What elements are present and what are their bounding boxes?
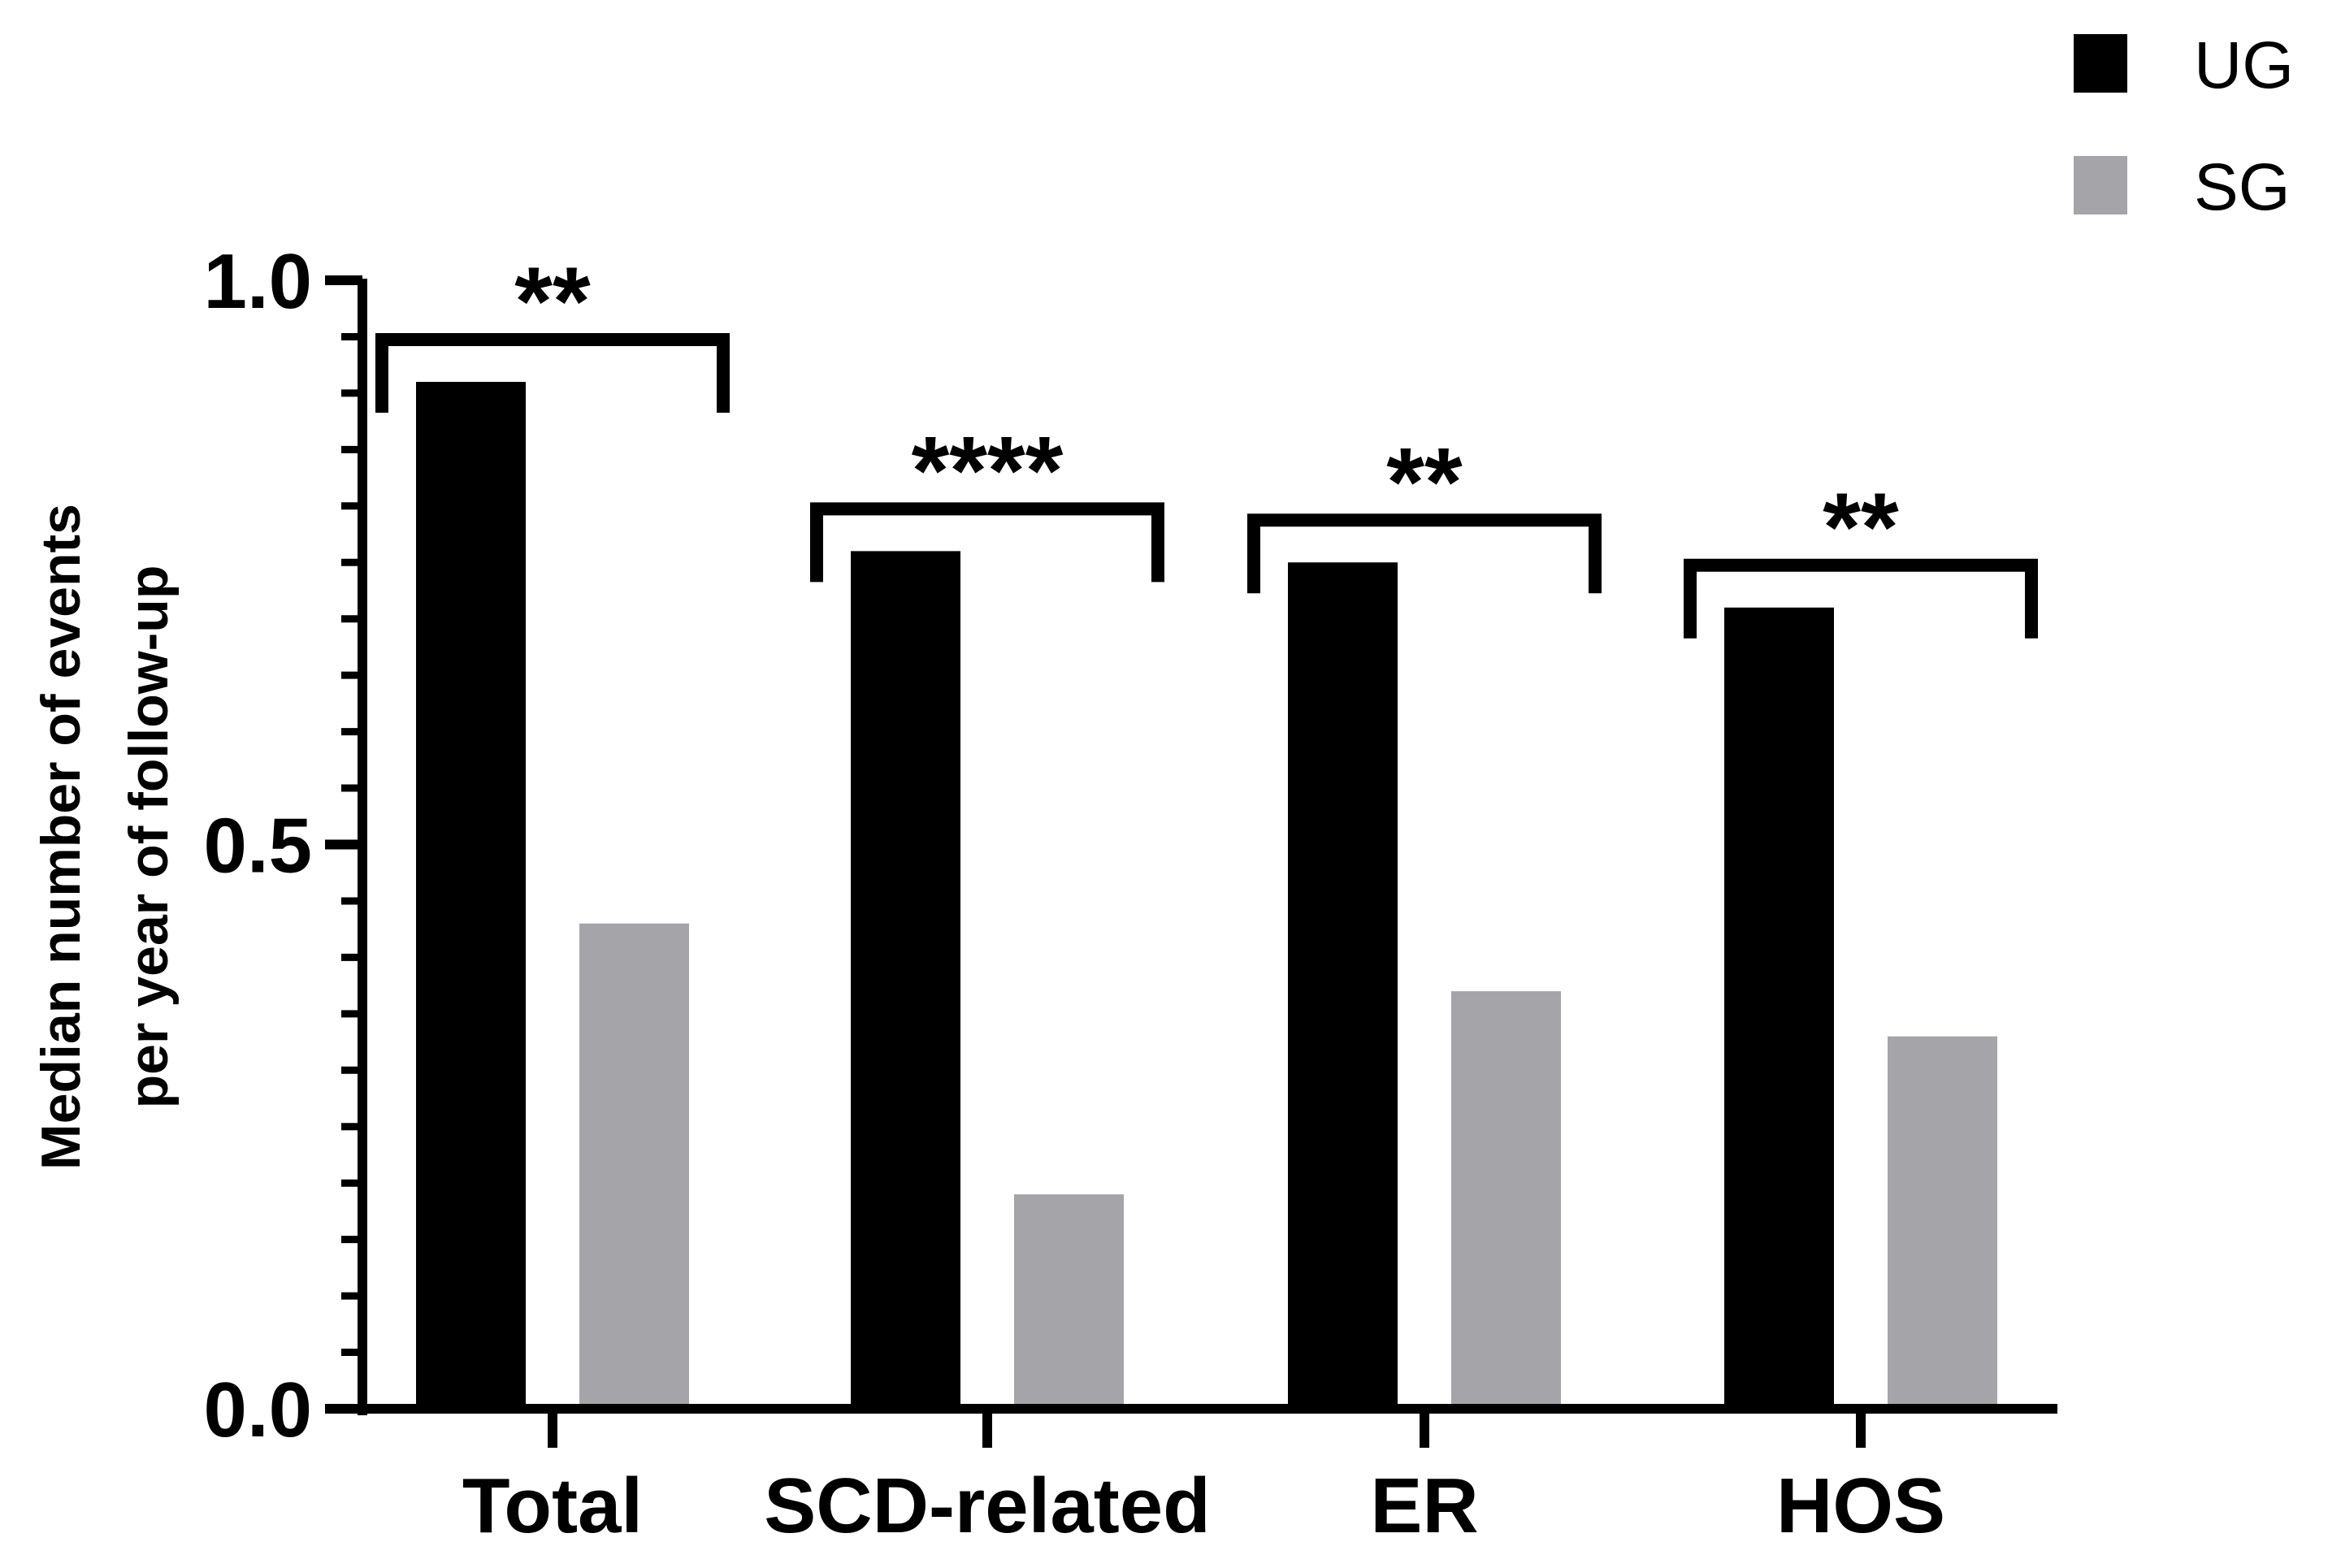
- bar-sg-total: [579, 923, 689, 1409]
- bar-ug-er: [1288, 562, 1398, 1409]
- bar-ug-scd-related: [851, 551, 960, 1409]
- x-tick-label-scd-related: SCD-related: [764, 1462, 1210, 1549]
- significance-bracket-scd-related: [810, 502, 1164, 583]
- significance-bracket-total: [375, 333, 730, 414]
- significance-label-scd-related: ****: [912, 416, 1064, 525]
- y-tick-label: 0.0: [204, 1367, 312, 1453]
- bars: [416, 382, 1997, 1409]
- bar-ug-hos: [1724, 607, 1834, 1409]
- x-tick-label-total: Total: [462, 1462, 643, 1549]
- significance-label-er: **: [1386, 427, 1463, 536]
- y-tick-label: 1.0: [204, 238, 312, 325]
- significance-brackets: ****** ** **: [375, 247, 2038, 639]
- legend-swatch-ug: [2074, 34, 2127, 93]
- legend-label-ug: UG: [2194, 28, 2294, 102]
- bar-sg-scd-related: [1014, 1194, 1124, 1409]
- significance-bracket-er: [1247, 513, 1602, 594]
- x-tick-label-hos: HOS: [1776, 1462, 1945, 1549]
- legend-label-sg: SG: [2194, 150, 2290, 224]
- bar-ug-total: [416, 382, 526, 1409]
- legend: UG SG: [2074, 28, 2294, 224]
- y-axis-title: Median number of events per year of foll…: [30, 504, 180, 1170]
- y-axis-title-line-1: Median number of events: [30, 504, 92, 1170]
- y-tick-label: 0.5: [204, 803, 312, 890]
- significance-label-total: **: [514, 247, 591, 356]
- bar-sg-hos: [1888, 1036, 1997, 1409]
- legend-swatch-sg: [2074, 156, 2127, 214]
- axes: 0.0 0.5 1.0 Total SCD-related ER HOS: [204, 238, 2057, 1549]
- significance-bracket-hos: [1684, 558, 2038, 639]
- significance-label-hos: **: [1823, 473, 1899, 582]
- bar-sg-er: [1451, 991, 1561, 1409]
- x-tick-label-er: ER: [1370, 1462, 1478, 1549]
- y-axis-title-line-2: per year of follow-up: [118, 565, 180, 1109]
